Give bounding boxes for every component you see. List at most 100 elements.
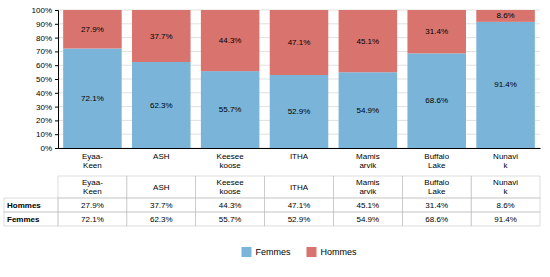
bars <box>63 10 535 148</box>
table-cell <box>265 212 334 226</box>
tick-label: 50% <box>36 75 52 84</box>
table-value: 55.7% <box>219 215 242 224</box>
bar <box>339 10 398 72</box>
tick-label: 40% <box>36 89 52 98</box>
tick: 40% <box>36 89 58 98</box>
grid <box>58 10 540 148</box>
legend-label: Hommes <box>321 247 358 257</box>
table-header: ITHA <box>290 183 309 192</box>
table-cell <box>402 176 471 198</box>
bar <box>407 53 466 148</box>
table-cell <box>58 198 127 212</box>
table-header: ASH <box>153 183 170 192</box>
bar <box>201 71 260 148</box>
legend-label: Femmes <box>255 247 291 257</box>
table-cell <box>402 198 471 212</box>
table-cell <box>196 212 265 226</box>
tick-mark <box>55 134 58 135</box>
tick: 50% <box>36 75 58 84</box>
table-cell <box>127 176 196 198</box>
tick-label: Keeseekoose <box>217 152 245 169</box>
table-row-label: Femmes <box>7 215 40 224</box>
tick: Mamisarvik <box>356 152 380 169</box>
table: Eyaa-KeenASHKeeseekooseITHAMamisarvikBuf… <box>4 176 540 226</box>
bar <box>270 10 329 75</box>
tick-mark <box>55 93 58 94</box>
table-cell <box>58 212 127 226</box>
table-value: 37.7% <box>150 201 173 210</box>
table-cell <box>4 212 58 226</box>
tick: ITHA <box>290 152 309 161</box>
data-label: 37.7% <box>150 32 173 41</box>
bar <box>476 10 535 22</box>
tick-label: Nunavik <box>493 152 518 169</box>
data-label: 44.3% <box>219 36 242 45</box>
tick: BuffaloLake <box>424 152 449 169</box>
tick-label: ITHA <box>290 152 309 161</box>
tick: Keeseekoose <box>217 152 245 169</box>
tick: 90% <box>36 20 58 29</box>
table-cell <box>265 198 334 212</box>
bar <box>132 10 191 62</box>
table-header: Mamisarvik <box>356 178 380 197</box>
table-value: 8.6% <box>496 201 514 210</box>
bar <box>63 49 122 148</box>
tick-label: 30% <box>36 103 52 112</box>
tick-mark <box>55 51 58 52</box>
table-value: 31.4% <box>425 201 448 210</box>
table-cell <box>471 198 540 212</box>
bar <box>132 62 191 148</box>
tick-mark <box>55 148 58 149</box>
table-cell <box>196 176 265 198</box>
table-value: 68.6% <box>425 215 448 224</box>
tick-mark <box>55 10 58 11</box>
table-value: 44.3% <box>219 201 242 210</box>
tick: 60% <box>36 61 58 70</box>
tick-label: 70% <box>36 47 52 56</box>
tick-mark <box>55 107 58 108</box>
data-label: 54.9% <box>357 106 380 115</box>
tick-mark <box>55 38 58 39</box>
table-cell <box>58 176 127 198</box>
data-label: 62.3% <box>150 101 173 110</box>
tick-mark <box>55 79 58 80</box>
tick-label: 60% <box>36 61 52 70</box>
table-value: 72.1% <box>81 215 104 224</box>
table-cell <box>333 212 402 226</box>
legend-swatch <box>307 247 317 257</box>
data-label: 27.9% <box>81 25 104 34</box>
legend-swatch <box>241 247 251 257</box>
table-value: 91.4% <box>494 215 517 224</box>
data-label: 68.6% <box>425 96 448 105</box>
axis-line <box>59 148 541 149</box>
table-value: 62.3% <box>150 215 173 224</box>
bar <box>201 10 260 71</box>
data-label: 45.1% <box>357 37 380 46</box>
tick-label: 0% <box>40 144 52 153</box>
table-cell <box>127 198 196 212</box>
data-label: 91.4% <box>494 80 517 89</box>
tick: Nunavik <box>493 152 518 169</box>
table-value: 54.9% <box>357 215 380 224</box>
tick: 30% <box>36 103 58 112</box>
bar <box>63 10 122 49</box>
data-labels: 72.1%62.3%55.7%52.9%54.9%68.6%91.4%27.9%… <box>81 11 517 116</box>
table-cell <box>471 212 540 226</box>
table-header: Keeseekoose <box>217 178 245 197</box>
tick-mark <box>55 24 58 25</box>
tick: 80% <box>36 34 58 43</box>
tick-label: 80% <box>36 34 52 43</box>
chart: 72.1% 62.3% 55.7% 52.9% 54.9% 68.6% 91.4% 27.9%… <box>0 0 550 277</box>
data-label: 55.7% <box>219 105 242 114</box>
tick-label: ASH <box>153 152 170 161</box>
data-label: 47.1% <box>288 38 311 47</box>
legend-item: Hommes <box>307 247 358 257</box>
tick-label: 100% <box>32 6 52 15</box>
x-axis: Eyaa-KeenASHKeeseekooseITHAMamisarvikBuf… <box>59 149 541 170</box>
tick: 20% <box>36 116 58 125</box>
table-value: 52.9% <box>288 215 311 224</box>
table-value: 47.1% <box>288 201 311 210</box>
table-cell <box>471 176 540 198</box>
data-label: 72.1% <box>81 94 104 103</box>
table-header: Eyaa-Keen <box>82 178 103 197</box>
